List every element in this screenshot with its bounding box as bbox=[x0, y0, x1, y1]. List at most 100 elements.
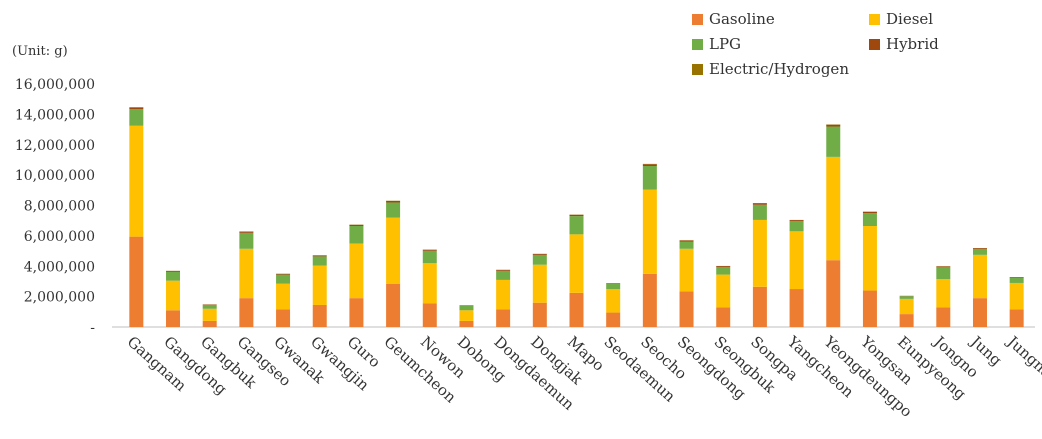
bar-diesel bbox=[862, 226, 877, 291]
bar-gasoline bbox=[532, 302, 547, 327]
legend-item-lpg: LPG bbox=[692, 35, 741, 53]
legend-item-hybrid: Hybrid bbox=[869, 35, 939, 53]
bar-diesel bbox=[349, 243, 364, 299]
bar-gasoline bbox=[202, 320, 217, 327]
bar-diesel bbox=[532, 264, 547, 303]
bar-lpg bbox=[496, 270, 511, 280]
bar-hybrid bbox=[532, 253, 547, 255]
legend-item-gasoline: Gasoline bbox=[692, 10, 775, 28]
bar-hybrid bbox=[936, 266, 951, 268]
bar-lpg bbox=[1009, 277, 1024, 283]
bar-gasoline bbox=[972, 298, 987, 327]
bar-gasoline bbox=[789, 289, 804, 327]
bar-lpg bbox=[789, 220, 804, 232]
bar-lpg bbox=[679, 241, 694, 249]
bar-diesel bbox=[239, 248, 254, 299]
bar-diesel bbox=[202, 308, 217, 321]
bar-hybrid bbox=[826, 124, 841, 127]
legend-label-hybrid: Hybrid bbox=[886, 35, 939, 53]
bar-lpg bbox=[459, 305, 474, 311]
bar-diesel bbox=[129, 125, 144, 237]
bar-lpg bbox=[276, 274, 291, 284]
bar-diesel bbox=[569, 234, 584, 293]
bar-gasoline bbox=[606, 312, 621, 327]
bar-diesel bbox=[899, 298, 914, 315]
bar-hybrid bbox=[569, 214, 584, 217]
bar-lpg bbox=[239, 232, 254, 249]
legend-swatch-lpg bbox=[692, 38, 703, 50]
bar-lpg bbox=[532, 254, 547, 265]
bar-lpg bbox=[826, 126, 841, 157]
bar-gasoline bbox=[569, 292, 584, 327]
bar-gasoline bbox=[679, 291, 694, 327]
bar-diesel bbox=[386, 217, 401, 284]
bar-lpg bbox=[569, 216, 584, 235]
bar-lpg bbox=[166, 271, 181, 281]
legend-item-electric-hydrogen: Electric/Hydrogen bbox=[692, 60, 849, 78]
bar-hybrid bbox=[606, 283, 621, 285]
bar-lpg bbox=[349, 226, 364, 244]
bar-hybrid bbox=[496, 269, 511, 271]
x-tick-label: Jungnang bbox=[1002, 331, 1042, 395]
bar-hybrid bbox=[862, 211, 877, 214]
bar-lpg bbox=[752, 204, 767, 220]
y-tick-label: 8,000,000 bbox=[24, 199, 95, 215]
bar-lpg bbox=[422, 250, 437, 264]
y-tick-label: 16,000,000 bbox=[15, 77, 95, 93]
bar-gasoline bbox=[312, 304, 327, 327]
bar-diesel bbox=[972, 254, 987, 299]
bar-gasoline bbox=[129, 236, 144, 327]
y-tick-label: 4,000,000 bbox=[24, 259, 95, 275]
bar-gasoline bbox=[349, 298, 364, 327]
legend-label-diesel: Diesel bbox=[886, 10, 934, 28]
legend-label-gasoline: Gasoline bbox=[709, 10, 775, 28]
bar-gasoline bbox=[752, 286, 767, 327]
bar-lpg bbox=[202, 304, 217, 309]
bar-gasoline bbox=[862, 290, 877, 327]
bar-hybrid bbox=[972, 248, 987, 250]
bar-lpg bbox=[606, 284, 621, 290]
bar-lpg bbox=[386, 202, 401, 218]
bar-diesel bbox=[422, 263, 437, 304]
legend-label-lpg: LPG bbox=[709, 35, 742, 53]
bar-gasoline bbox=[642, 273, 657, 327]
bar-gasoline bbox=[166, 310, 181, 327]
bar-hybrid bbox=[422, 249, 437, 251]
unit-label: (Unit: g) bbox=[12, 44, 68, 59]
bar-diesel bbox=[936, 279, 951, 308]
bar-gasoline bbox=[422, 303, 437, 327]
bar-gasoline bbox=[276, 309, 291, 327]
y-tick-label: 10,000,000 bbox=[15, 168, 95, 184]
y-tick-label: 2,000,000 bbox=[24, 290, 95, 306]
bar-gasoline bbox=[899, 314, 914, 327]
y-tick-label: - bbox=[90, 320, 95, 336]
bar-lpg bbox=[972, 249, 987, 255]
legend-swatch-electric-hydrogen bbox=[692, 63, 703, 75]
bar-diesel bbox=[312, 265, 327, 305]
bar-gasoline bbox=[936, 307, 951, 327]
bar-diesel bbox=[752, 219, 767, 287]
bar-diesel bbox=[789, 231, 804, 290]
legend-item-diesel: Diesel bbox=[869, 10, 933, 28]
bar-lpg bbox=[862, 213, 877, 227]
bar-gasoline bbox=[386, 283, 401, 327]
bar-hybrid bbox=[386, 200, 401, 203]
bar-lpg bbox=[716, 267, 731, 275]
bar-diesel bbox=[1009, 282, 1024, 310]
bar-hybrid bbox=[166, 270, 181, 272]
y-tick-label: 6,000,000 bbox=[24, 229, 95, 245]
y-tick-label: 12,000,000 bbox=[15, 138, 95, 154]
bar-hybrid bbox=[129, 107, 144, 110]
bar-hybrid bbox=[716, 266, 731, 268]
legend-swatch-diesel bbox=[869, 13, 880, 25]
bar-gasoline bbox=[459, 320, 474, 327]
bar-gasoline bbox=[716, 307, 731, 327]
bar-hybrid bbox=[312, 255, 327, 257]
bar-hybrid bbox=[349, 224, 364, 227]
bar-gasoline bbox=[826, 260, 841, 327]
bar-diesel bbox=[642, 189, 657, 274]
bar-gasoline bbox=[496, 309, 511, 327]
bar-hybrid bbox=[679, 240, 694, 242]
legend-label-electric-hydrogen: Electric/Hydrogen bbox=[709, 60, 849, 78]
